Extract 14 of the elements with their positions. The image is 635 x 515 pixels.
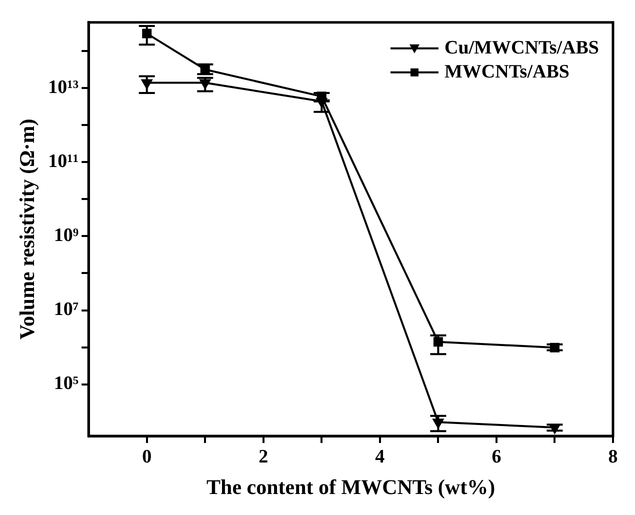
x-tick-label: 8 bbox=[608, 446, 618, 468]
x-tick-label: 6 bbox=[492, 446, 502, 468]
y-tick-label: 10⁷ bbox=[54, 299, 79, 320]
y-tick-label: 10¹¹ bbox=[48, 151, 79, 172]
x-tick-label: 2 bbox=[258, 446, 268, 468]
y-tick-label: 10⁵ bbox=[54, 373, 79, 394]
x-tick-label: 0 bbox=[142, 446, 152, 468]
legend-label: MWCNTs/ABS bbox=[444, 61, 570, 82]
y-tick-label: 10¹³ bbox=[48, 77, 79, 98]
x-axis-title: The content of MWCNTs (wt%) bbox=[206, 474, 496, 499]
legend-label: Cu/MWCNTs/ABS bbox=[444, 37, 600, 58]
x-tick-label: 4 bbox=[375, 446, 386, 468]
y-tick-label: 10⁹ bbox=[54, 225, 79, 246]
y-axis-title: Volume resistivity (Ω·m) bbox=[15, 118, 40, 340]
